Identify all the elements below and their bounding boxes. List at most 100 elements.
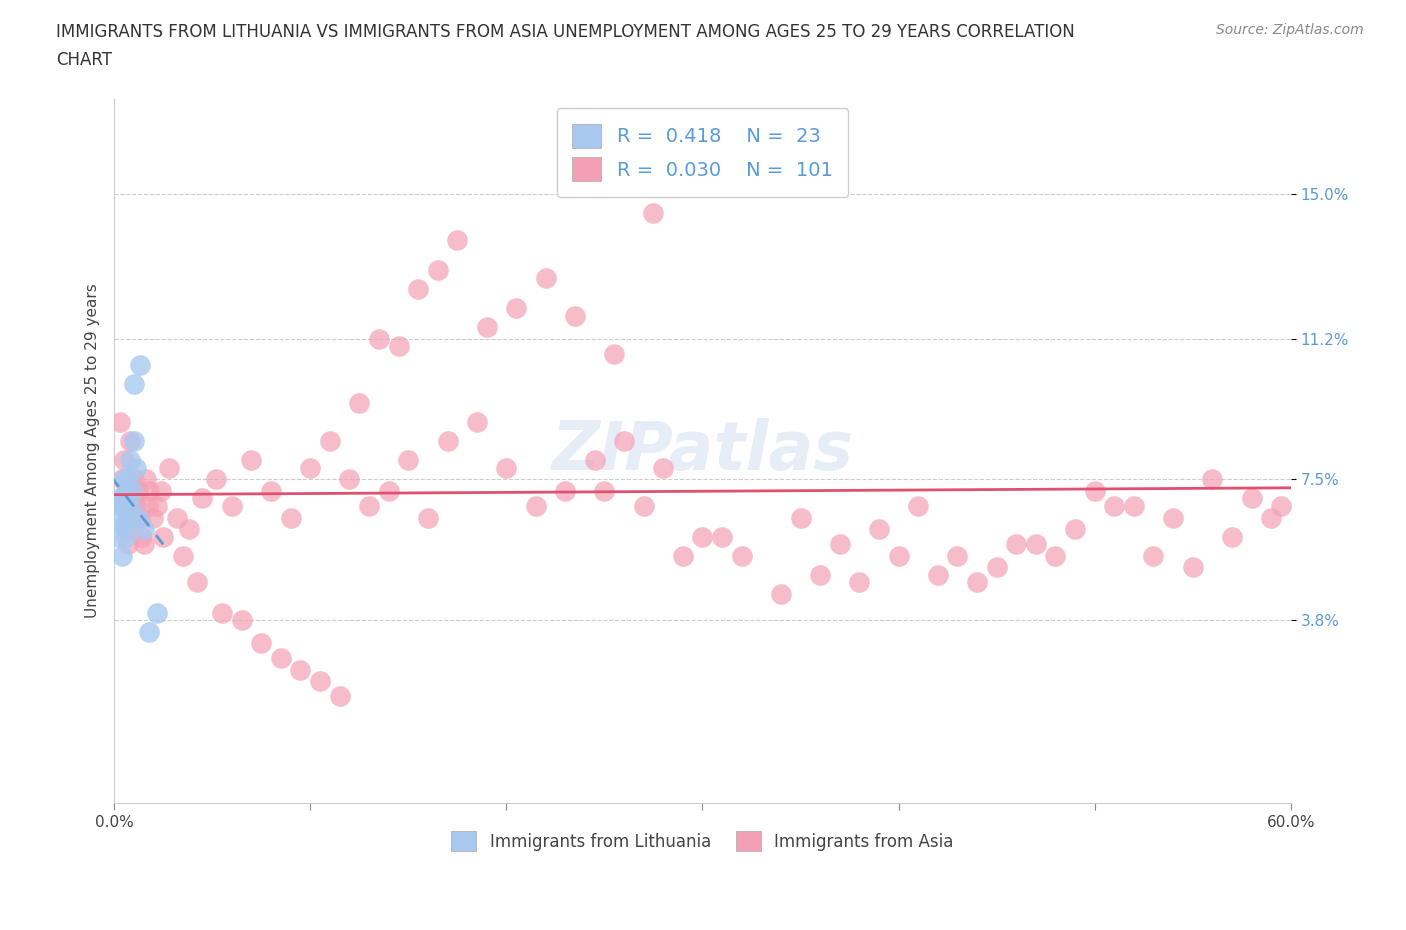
Text: IMMIGRANTS FROM LITHUANIA VS IMMIGRANTS FROM ASIA UNEMPLOYMENT AMONG AGES 25 TO : IMMIGRANTS FROM LITHUANIA VS IMMIGRANTS … [56,23,1076,41]
Point [111,472,134,487]
Point [240,453,263,468]
Point [250,636,273,651]
Point [1084,484,1107,498]
Point [125,498,148,513]
Point [115,529,138,544]
Point [583,453,606,468]
Point [377,484,399,498]
Point [115,484,138,498]
Point [112,491,135,506]
Point [416,510,439,525]
Point [1142,548,1164,563]
Point [367,331,389,346]
Point [554,484,576,498]
Point [112,472,135,487]
Point [613,434,636,449]
Point [1220,529,1243,544]
Point [868,522,890,537]
Point [339,472,361,487]
Legend: Immigrants from Lithuania, Immigrants from Asia: Immigrants from Lithuania, Immigrants fr… [444,825,960,858]
Point [191,491,214,506]
Point [112,518,135,533]
Point [128,510,150,525]
Point [1181,560,1204,575]
Point [111,548,134,563]
Point [172,548,194,563]
Point [166,510,188,525]
Point [731,548,754,563]
Point [142,510,165,525]
Point [387,339,409,353]
Point [122,434,145,449]
Point [593,484,616,498]
Point [465,415,488,430]
Point [128,358,150,373]
Text: ZIPatlas: ZIPatlas [551,418,853,484]
Point [152,529,174,544]
Point [309,674,332,689]
Point [1240,491,1263,506]
Point [211,605,233,620]
Point [692,529,714,544]
Point [927,567,949,582]
Point [131,529,153,544]
Point [117,472,139,487]
Point [121,484,143,498]
Point [349,396,371,411]
Point [115,522,138,537]
Point [146,605,169,620]
Point [186,575,208,590]
Point [966,575,988,590]
Point [1005,537,1028,551]
Point [426,262,449,277]
Point [280,510,302,525]
Point [138,624,160,639]
Point [406,282,429,297]
Text: Source: ZipAtlas.com: Source: ZipAtlas.com [1216,23,1364,37]
Point [524,498,547,513]
Point [1025,537,1047,551]
Point [633,498,655,513]
Point [122,377,145,392]
Point [359,498,381,513]
Point [564,308,586,323]
Point [1102,498,1125,513]
Point [205,472,228,487]
Point [475,320,498,335]
Point [118,484,141,498]
Point [329,689,352,704]
Point [270,651,292,666]
Point [122,491,145,506]
Point [495,460,517,475]
Text: CHART: CHART [56,51,112,69]
Point [122,472,145,487]
Point [127,484,149,498]
Point [132,537,155,551]
Point [319,434,342,449]
Point [111,498,134,513]
Point [505,300,527,315]
Point [135,472,157,487]
Point [808,567,831,582]
Point [946,548,969,563]
Point [290,662,312,677]
Point [117,537,139,551]
Point [260,484,283,498]
Point [177,522,200,537]
Point [907,498,929,513]
Point [769,586,792,601]
Point [118,453,141,468]
Point [107,529,129,544]
Point [108,415,131,430]
Point [848,575,870,590]
Point [1201,472,1223,487]
Point [603,346,626,361]
Point [643,206,665,220]
Point [711,529,734,544]
Y-axis label: Unemployment Among Ages 25 to 29 years: Unemployment Among Ages 25 to 29 years [86,284,100,618]
Point [231,613,253,628]
Point [125,460,148,475]
Point [672,548,695,563]
Point [534,271,557,286]
Point [1064,522,1087,537]
